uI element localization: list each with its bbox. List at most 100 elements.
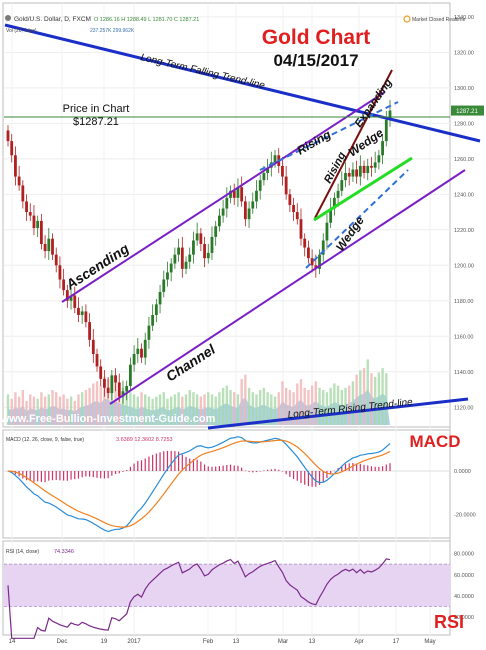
macd-histogram-bar — [122, 471, 124, 472]
candle-body — [318, 254, 321, 269]
candle-body — [169, 263, 173, 273]
rsi-tick-label: 80.0000 — [454, 552, 474, 558]
volume-bar — [151, 398, 154, 425]
macd-histogram-bar — [367, 465, 369, 471]
macd-histogram-bar — [174, 451, 176, 471]
volume-bar — [188, 390, 191, 425]
price-tick-label: 1240.00 — [454, 192, 474, 198]
ohlc-values: O 1286.16 H 1288.49 L 1281.70 C 1287.21 — [94, 17, 199, 23]
macd-values: 3.6389 12.3602 8.7253 — [116, 437, 173, 443]
volume-bar — [181, 396, 184, 425]
macd-histogram-bar — [155, 453, 157, 471]
last-price-marker — [451, 105, 484, 116]
candle-body — [32, 215, 36, 229]
candle-body — [262, 173, 266, 181]
candle-body — [140, 348, 143, 358]
time-tick-label: 14 — [9, 639, 16, 645]
candle-body — [143, 339, 147, 358]
macd-histogram-bar — [74, 471, 76, 480]
volume-bar — [258, 390, 262, 425]
candle-body — [325, 222, 329, 241]
macd-histogram-bar — [326, 471, 328, 479]
volume-bar — [195, 394, 199, 425]
candle-body — [88, 322, 91, 340]
macd-histogram-bar — [192, 459, 195, 471]
macd-histogram-bar — [278, 469, 280, 471]
macd-histogram-bar — [318, 471, 321, 485]
macd-histogram-bar — [100, 471, 102, 479]
candle-body — [28, 212, 32, 216]
volume-bar — [221, 387, 225, 425]
market-status: Market Closed Realtime — [412, 17, 466, 23]
macd-histogram-bar — [66, 471, 68, 481]
candle-body — [266, 167, 270, 174]
macd-histogram-bar — [292, 471, 295, 480]
volume-bar — [251, 392, 254, 425]
volume-bar — [29, 394, 32, 425]
macd-histogram-bar — [222, 465, 224, 471]
volume-bar — [262, 387, 266, 425]
volume-bar — [373, 376, 377, 425]
candle-body — [58, 265, 62, 280]
volume-bar — [43, 396, 47, 425]
indicator-layer — [4, 436, 450, 639]
macd-histogram-bar — [196, 459, 198, 471]
rsi-band — [4, 564, 450, 607]
volume-bar — [325, 392, 329, 425]
volume-bar — [207, 392, 210, 425]
volume-bar — [277, 392, 280, 425]
trend-drawings — [4, 23, 481, 430]
volume-bar — [51, 390, 54, 425]
macd-histogram-bar — [385, 464, 387, 471]
price-tick-label: 1280.00 — [454, 121, 474, 127]
volume-bar — [6, 394, 10, 425]
candle-body — [125, 385, 129, 392]
volume-bar — [229, 390, 232, 425]
candle-body — [14, 155, 17, 177]
volume-bar — [281, 381, 284, 425]
candle-body — [39, 220, 43, 245]
macd-histogram-bar — [163, 451, 165, 471]
candle-body — [210, 236, 214, 253]
candle-body — [166, 272, 169, 280]
macd-histogram-bar — [330, 471, 332, 475]
candle-body — [10, 141, 14, 156]
volume-bar — [288, 390, 292, 425]
candle-body — [91, 339, 95, 355]
candle-body — [221, 208, 225, 216]
rsi-value: 74.3346 — [54, 549, 74, 555]
candle-body — [388, 110, 392, 120]
candle-body — [188, 254, 192, 262]
volume-bar — [55, 392, 58, 425]
macd-histogram-bar — [55, 471, 57, 481]
volume-bar — [73, 400, 76, 425]
candle-body — [65, 290, 69, 301]
macd-histogram-bar — [300, 471, 302, 484]
falling-trendline — [4, 23, 481, 143]
rsi-line — [7, 558, 391, 639]
macd-panel — [2, 429, 451, 539]
volume-bar — [322, 390, 325, 425]
rsi-label: RSI — [434, 612, 464, 632]
candle-body — [103, 378, 106, 388]
volume-bar — [192, 392, 195, 425]
volume-bar — [359, 370, 362, 425]
candle-body — [110, 375, 114, 394]
volume-bar — [162, 392, 165, 425]
volume-bar — [310, 385, 314, 425]
macd-histogram-bar — [374, 466, 376, 471]
candle-body — [303, 238, 307, 248]
candle-body — [17, 176, 21, 186]
macd-histogram-bar — [137, 461, 139, 471]
candle-body — [251, 201, 255, 209]
candle-body — [117, 382, 121, 397]
macd-histogram-bar — [237, 465, 239, 471]
volume-bar — [118, 385, 121, 425]
macd-histogram-bar — [140, 460, 143, 471]
macd-histogram-bar — [107, 471, 109, 479]
macd-histogram-bar — [352, 462, 354, 471]
volume-bar — [177, 392, 180, 425]
volume-bar — [244, 374, 247, 425]
rsi-tick-label: 20.0000 — [454, 615, 474, 621]
price-tick-label: 1180.00 — [454, 299, 473, 305]
